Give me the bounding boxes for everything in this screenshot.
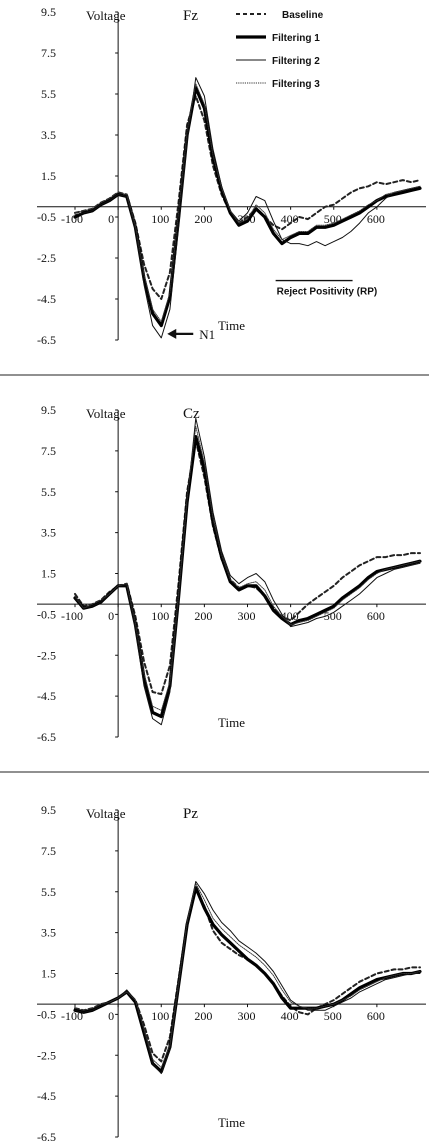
x-tick-label: 200 bbox=[194, 609, 212, 623]
x-axis-label: Time bbox=[218, 715, 245, 730]
y-tick-label: 9.5 bbox=[41, 803, 56, 817]
y-tick-label: 9.5 bbox=[41, 403, 56, 417]
y-tick-label: 9.5 bbox=[41, 5, 56, 19]
y-tick-label: -2.5 bbox=[37, 251, 56, 265]
series-line-filtering-2 bbox=[74, 417, 421, 726]
y-tick-label: -6.5 bbox=[37, 730, 56, 744]
x-tick-label: 100 bbox=[151, 212, 169, 226]
x-tick-label: 100 bbox=[151, 609, 169, 623]
y-tick-label: 5.5 bbox=[41, 87, 56, 101]
electrode-title: Cz bbox=[183, 406, 200, 422]
x-tick-label: 600 bbox=[367, 1009, 385, 1023]
y-tick-label: 5.5 bbox=[41, 485, 56, 499]
panel-cz: 9.5 7.5 5.5 3.5 1.5 -0.5 -2.5 -4.5 -6.5 -100 0 100 2… bbox=[37, 403, 426, 744]
electrode-title: Fz bbox=[183, 8, 198, 24]
x-tick-label: 100 bbox=[151, 1009, 169, 1023]
y-tick-label: 7.5 bbox=[41, 46, 56, 60]
x-axis-label: Time bbox=[218, 318, 245, 333]
series-line-filtering-2 bbox=[74, 77, 421, 339]
series-line-filtering-3 bbox=[74, 425, 421, 711]
y-tick-label: -4.5 bbox=[37, 1089, 56, 1103]
x-tick-label: 500 bbox=[324, 1009, 342, 1023]
x-axis-label: Time bbox=[218, 1115, 245, 1130]
y-axis-label: Voltage bbox=[86, 406, 126, 421]
series-line-filtering-1 bbox=[73, 886, 422, 1074]
y-tick-label: 7.5 bbox=[41, 844, 56, 858]
y-tick-label: 5.5 bbox=[41, 885, 56, 899]
y-tick-label: -4.5 bbox=[37, 689, 56, 703]
series-line-filtering-2 bbox=[74, 881, 421, 1075]
series-line-baseline bbox=[74, 888, 421, 1063]
x-tick-label: 200 bbox=[194, 1009, 212, 1023]
legend-label: Filtering 1 bbox=[272, 33, 320, 44]
x-tick-label: 300 bbox=[238, 1009, 256, 1023]
x-tick-label: 200 bbox=[194, 212, 212, 226]
x-tick-label: -100 bbox=[61, 609, 83, 623]
series-line-filtering-3 bbox=[74, 83, 421, 323]
x-tick-label: 0 bbox=[108, 609, 114, 623]
y-tick-label: 3.5 bbox=[41, 128, 56, 142]
x-tick-label: 400 bbox=[281, 1009, 299, 1023]
y-tick-label: -2.5 bbox=[37, 648, 56, 662]
legend-label: Filtering 3 bbox=[272, 79, 320, 90]
x-tick-label: 0 bbox=[108, 1009, 114, 1023]
y-tick-label: -0.5 bbox=[37, 1007, 56, 1021]
y-tick-label: -0.5 bbox=[37, 607, 56, 621]
n1-label: N1 bbox=[199, 327, 215, 342]
y-tick-label: 3.5 bbox=[41, 926, 56, 940]
x-tick-label: 600 bbox=[367, 212, 385, 226]
y-tick-label: 7.5 bbox=[41, 444, 56, 458]
y-tick-label: 1.5 bbox=[41, 967, 56, 981]
electrode-title: Pz bbox=[183, 806, 198, 822]
n1-arrowhead bbox=[167, 328, 177, 339]
y-axis-label: Voltage bbox=[86, 806, 126, 821]
y-tick-label: -6.5 bbox=[37, 1130, 56, 1144]
y-tick-label: -2.5 bbox=[37, 1048, 56, 1062]
series-line-filtering-1 bbox=[73, 435, 422, 719]
y-tick-label: -4.5 bbox=[37, 292, 56, 306]
series-line-filtering-3 bbox=[74, 883, 421, 1068]
x-tick-label: 600 bbox=[367, 609, 385, 623]
x-tick-label: 0 bbox=[108, 212, 114, 226]
y-tick-label: -6.5 bbox=[37, 333, 56, 347]
legend-label: Filtering 2 bbox=[272, 56, 320, 67]
x-tick-label: -100 bbox=[61, 1009, 83, 1023]
x-tick-label: 500 bbox=[324, 609, 342, 623]
panel-fz: 9.57.55.53.51.5-0.5-2.5-4.5-6.5-100 0 100 2… bbox=[37, 5, 426, 347]
x-tick-label: 300 bbox=[238, 609, 256, 623]
x-tick-label: 400 bbox=[281, 212, 299, 226]
y-axis-label: Voltage bbox=[86, 8, 126, 23]
series-line-baseline bbox=[74, 439, 421, 696]
panel-pz: 9.5 7.5 5.5 3.5 1.5 -0.5 -2.5 -4.5 -6.5 -100 0 100 2… bbox=[37, 803, 426, 1144]
legend-label: Baseline bbox=[282, 10, 324, 21]
y-tick-label: -0.5 bbox=[37, 210, 56, 224]
y-tick-label: 1.5 bbox=[41, 169, 56, 183]
y-tick-label: 3.5 bbox=[41, 526, 56, 540]
rp-label: Reject Positivity (RP) bbox=[277, 287, 378, 298]
y-tick-label: 1.5 bbox=[41, 567, 56, 581]
